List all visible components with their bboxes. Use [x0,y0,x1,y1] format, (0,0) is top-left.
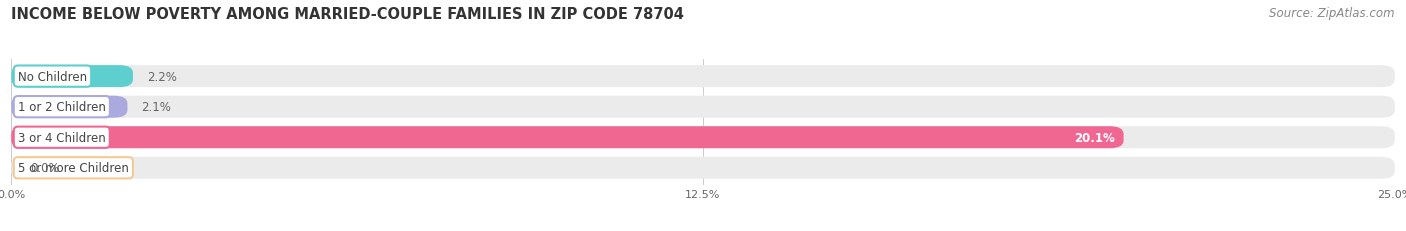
FancyBboxPatch shape [11,66,134,88]
FancyBboxPatch shape [11,66,1395,88]
FancyBboxPatch shape [11,127,1395,149]
FancyBboxPatch shape [11,96,1395,118]
Text: No Children: No Children [18,70,87,83]
Text: INCOME BELOW POVERTY AMONG MARRIED-COUPLE FAMILIES IN ZIP CODE 78704: INCOME BELOW POVERTY AMONG MARRIED-COUPL… [11,7,685,22]
Text: Source: ZipAtlas.com: Source: ZipAtlas.com [1270,7,1395,20]
Text: 3 or 4 Children: 3 or 4 Children [18,131,105,144]
Text: 20.1%: 20.1% [1074,131,1115,144]
Text: 2.2%: 2.2% [146,70,177,83]
FancyBboxPatch shape [11,96,128,118]
Text: 1 or 2 Children: 1 or 2 Children [18,101,105,114]
FancyBboxPatch shape [11,127,1123,149]
Text: 0.0%: 0.0% [31,162,60,175]
FancyBboxPatch shape [11,157,1395,179]
Text: 5 or more Children: 5 or more Children [18,162,129,175]
Text: 2.1%: 2.1% [141,101,172,114]
